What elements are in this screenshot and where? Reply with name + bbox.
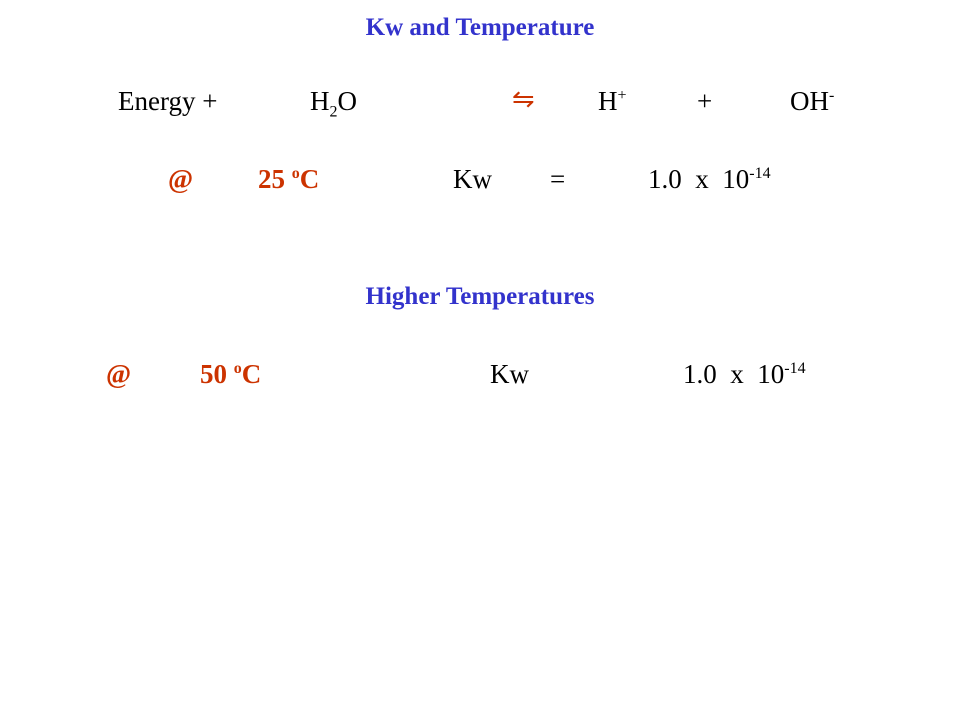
temp-value: 25	[258, 164, 285, 194]
hydroxide-sup: -	[829, 87, 835, 104]
kw-value: 1.0 x 10-14	[683, 361, 806, 388]
plus: +	[697, 86, 713, 116]
kw-mantissa: 1.0 x 10	[648, 164, 750, 194]
temp-sup: o	[233, 360, 242, 377]
temp-unit: C	[299, 164, 320, 194]
proton-base: H	[598, 86, 618, 116]
equilibrium-arrow: ⇋	[512, 84, 535, 114]
at-sign: @	[106, 359, 132, 389]
subtitle: Higher Temperatures	[365, 283, 595, 310]
proton-sup: +	[617, 87, 627, 104]
temperature: 50 oC	[200, 361, 261, 388]
water-sub: 2	[329, 103, 338, 121]
temp-value: 50	[200, 359, 227, 389]
kw-exp: -14	[784, 360, 806, 377]
water: H2O	[310, 86, 358, 120]
proton: H+	[598, 88, 627, 115]
water-tail: O	[337, 86, 358, 116]
temperature: 25 oC	[258, 166, 319, 193]
title: Kw and Temperature	[365, 14, 595, 41]
temp-unit: C	[241, 359, 262, 389]
hydroxide-base: OH	[790, 86, 829, 116]
equals: =	[550, 164, 566, 194]
kw-label: Kw	[453, 164, 492, 194]
kw-label: Kw	[490, 359, 529, 389]
water-base: H	[310, 86, 330, 116]
kw-value: 1.0 x 10-14	[648, 166, 771, 193]
hydroxide: OH-	[790, 88, 834, 115]
kw-exp: -14	[749, 165, 771, 182]
reactant: Energy +	[118, 86, 218, 116]
at-sign: @	[168, 164, 194, 194]
temp-sup: o	[291, 165, 300, 182]
kw-mantissa: 1.0 x 10	[683, 359, 785, 389]
